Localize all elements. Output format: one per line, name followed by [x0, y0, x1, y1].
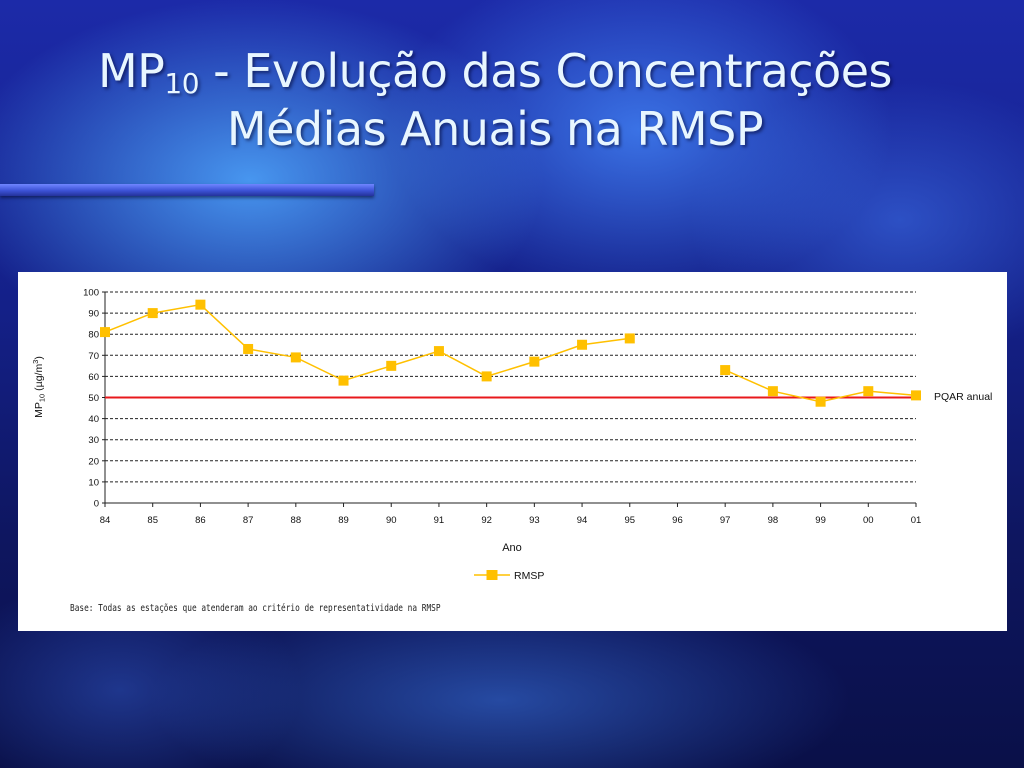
y-tick-label-40: 40: [88, 414, 99, 425]
slide-title-line1: MP10 - Evolução das Concentrações: [0, 42, 990, 100]
y-tick-label-20: 20: [88, 456, 99, 467]
title-rest: - Evolução das Concentrações: [199, 44, 892, 98]
y-tick-label-0: 0: [94, 499, 99, 510]
x-tick-label-92: 92: [481, 515, 492, 526]
x-tick-label-01: 01: [911, 515, 922, 526]
x-tick-label-96: 96: [672, 515, 683, 526]
x-tick-label-85: 85: [147, 515, 158, 526]
title-prefix: MP: [97, 44, 165, 98]
data-point-99: [815, 396, 826, 407]
data-point-85: [147, 308, 158, 319]
y-tick-label-100: 100: [83, 288, 99, 299]
data-point-86: [195, 299, 206, 310]
title-underline-bar: [0, 184, 374, 196]
y-tick-label-60: 60: [88, 372, 99, 383]
legend-marker: [486, 570, 498, 580]
chart-panel: 0 10 20 30 40 50 60 70 80 90 100 84 85 86 87 88 89 90 91 9…: [18, 272, 1007, 631]
y-tick-label-70: 70: [88, 351, 99, 362]
data-point-94: [577, 339, 588, 350]
x-tick-label-00: 00: [863, 515, 874, 526]
data-point-87: [243, 343, 254, 354]
data-point-98: [767, 386, 778, 397]
x-tick-label-97: 97: [720, 515, 731, 526]
y-axis-label-close: ): [33, 356, 45, 360]
legend-label-rmsp: RMSP: [514, 570, 544, 582]
x-tick-label-87: 87: [243, 515, 254, 526]
x-tick-label-94: 94: [577, 515, 588, 526]
y-tick-label-30: 30: [88, 435, 99, 446]
x-tick-label-99: 99: [815, 515, 826, 526]
x-tick-label-84: 84: [100, 515, 111, 526]
data-point-90: [386, 360, 397, 371]
data-point-01: [911, 390, 921, 401]
slide-title: MP10 - Evolução das Concentrações Médias…: [0, 42, 990, 158]
y-axis-label-prefix: MP: [33, 402, 45, 418]
data-point-91: [433, 346, 444, 357]
y-tick-label-80: 80: [88, 330, 99, 341]
gridlines: [105, 291, 916, 483]
series-group: [100, 299, 921, 407]
x-axis-ticks: 84 85 86 87 88 89 90 91 92 93 94 95 96 97 98 99 00 01: [100, 503, 922, 526]
y-axis-ticks: 0 10 20 30 40 50 60 70 80 90 100: [83, 288, 105, 510]
x-tick-label-91: 91: [434, 515, 445, 526]
x-tick-label-88: 88: [291, 515, 302, 526]
y-tick-label-90: 90: [88, 309, 99, 320]
y-axis-label: MP10 (µg/m3): [31, 356, 47, 418]
x-tick-label-93: 93: [529, 515, 540, 526]
y-tick-label-50: 50: [88, 393, 99, 404]
series-rmsp-line-0: [104, 303, 630, 382]
chart-footnote: Base: Todas as estações que atenderam ao…: [70, 603, 441, 614]
x-axis-label: Ano: [502, 542, 522, 554]
data-point-95: [624, 333, 635, 344]
y-axis-label-sup: 3: [31, 360, 40, 364]
reference-line-label: PQAR anual: [934, 391, 992, 403]
title-subscript: 10: [164, 67, 200, 100]
y-axis-label-suffix: (µg/m: [33, 364, 45, 394]
y-axis-label-sub: 10: [38, 394, 47, 402]
data-point-00: [863, 386, 874, 397]
data-point-92: [481, 371, 492, 382]
legend: RMSP: [474, 570, 544, 582]
data-point-88: [290, 352, 301, 363]
x-tick-label-98: 98: [768, 515, 779, 526]
data-point-97: [720, 365, 731, 376]
data-point-89: [338, 375, 349, 386]
y-tick-label-10: 10: [88, 477, 99, 488]
x-tick-label-89: 89: [338, 515, 349, 526]
x-tick-label-90: 90: [386, 515, 397, 526]
x-tick-label-86: 86: [195, 515, 206, 526]
data-point-84: [100, 327, 110, 338]
x-tick-label-95: 95: [624, 515, 635, 526]
data-point-93: [529, 356, 540, 367]
slide-title-line2: Médias Anuais na RMSP: [226, 102, 764, 156]
